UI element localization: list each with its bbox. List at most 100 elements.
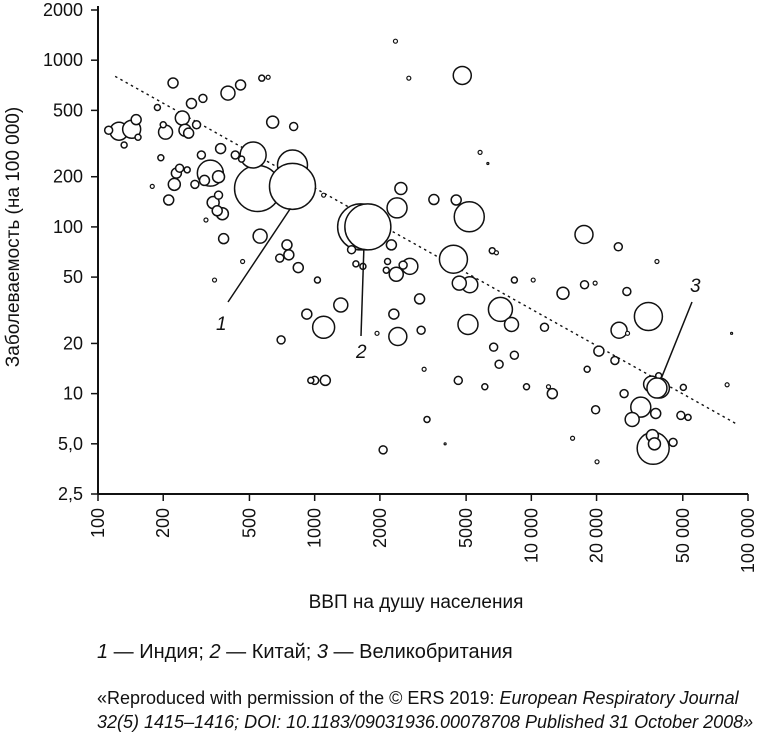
data-point-china [344,203,392,251]
data-point [487,296,514,323]
data-point [594,459,600,465]
leader-line-china [360,248,365,337]
data-point [394,181,408,196]
y-tick-label: 50 [63,267,83,287]
data-point [574,224,594,245]
data-point [190,179,200,190]
legend-num-1: 1 [97,641,109,663]
data-point [503,316,520,333]
scatter-chart: 2,5 5,0 10 20 50 100 200 500 1000 2000 100 200 500 10… [3,0,757,613]
data-point [265,74,271,80]
data-point [311,315,336,340]
data-point [676,410,686,421]
x-tick-label: 100 000 [738,508,757,573]
data-point [352,260,360,268]
data-point [167,77,179,89]
data-point [252,228,268,244]
data-point [198,93,208,104]
data-point [313,276,322,284]
data-point [428,193,440,206]
data-point [392,38,399,44]
data-point [421,366,427,372]
data-point [174,163,185,173]
y-tick-label: 20 [63,333,83,353]
legend-text-uk: — Великобритания [327,641,513,663]
source-prefix: «Reproduced with permission of the © ERS… [97,688,500,708]
data-point [346,244,357,255]
annotation-label-3: 3 [690,276,701,297]
data-point [481,382,489,391]
data-point [654,258,660,265]
data-point [220,85,236,101]
data-point [258,74,266,82]
data-point [593,345,605,357]
data-point [406,75,412,81]
data-point [333,297,349,313]
data-point [319,374,332,387]
y-tick-label: 1000 [43,50,83,70]
y-tick-label: 100 [53,217,83,237]
data-point [301,308,313,320]
data-point [283,249,295,261]
data-point [162,194,175,206]
data-point [383,257,392,266]
data-point [217,232,230,245]
data-point [185,97,198,110]
data-point [213,190,224,200]
data-point [624,330,631,336]
data-point [388,326,408,347]
data-point [633,301,664,332]
data-point [724,382,730,388]
data-point [438,244,469,274]
data-point [398,260,408,270]
data-point [613,242,624,252]
data-point [647,437,662,451]
data-point [451,275,468,291]
data-point [522,382,531,391]
legend-text-china: — Китай; [220,641,317,663]
x-tick-label: 2000 [370,508,390,548]
data-point [281,239,293,251]
data-point [545,384,552,390]
data-point [556,286,570,301]
data-point [590,405,601,415]
y-tick-label: 2,5 [58,484,83,504]
source-journal: European Respiratory Journal 32(5) 1415–… [97,688,754,732]
data-point [610,355,620,366]
data-point [509,350,520,360]
data-point [569,435,576,441]
y-tick-label: 10 [63,384,83,404]
data-point [237,155,246,163]
legend: 1 — Индия; 2 — Китай; 3 — Великобритания [97,641,513,664]
data-point [276,335,286,345]
data-point [493,250,500,256]
data-point-uk [646,377,668,399]
data-point [546,387,559,400]
data-point [450,194,462,206]
data-point [198,174,211,187]
y-tick-label: 200 [53,167,83,187]
legend-num-3: 3 [316,641,328,663]
y-axis-title: Заболеваемость (на 100 000) [3,107,24,367]
data-point [668,437,678,448]
data-point [423,415,431,424]
data-point [214,142,227,155]
x-tick-label: 20 000 [587,508,607,563]
x-tick-label: 5000 [456,508,476,548]
data-point [510,276,519,284]
data-point [457,313,479,336]
data-point [211,169,226,184]
data-point [191,119,202,130]
data-point-india [268,162,317,211]
data-point [729,331,734,335]
data-point [130,113,142,126]
data-point [453,201,486,233]
data-point [679,383,688,392]
data-point [486,161,490,166]
data-point [386,197,408,219]
legend-num-2: 2 [209,641,221,663]
data-point [452,65,473,86]
data-point [167,177,182,192]
data-point [292,261,305,274]
data-point [378,445,388,455]
